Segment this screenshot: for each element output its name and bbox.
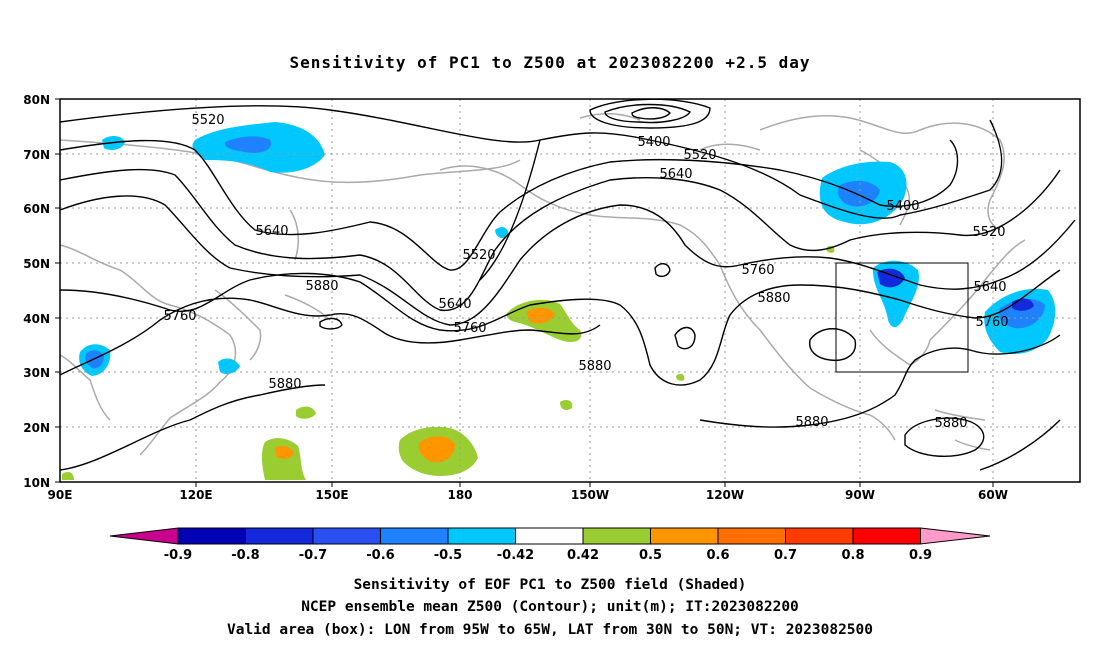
contour-label: 5760 — [975, 315, 1008, 330]
contour-label: 5520 — [972, 225, 1005, 240]
colorbar-label: -0.5 — [434, 548, 462, 563]
coastlines — [59, 113, 1026, 456]
contour-label: 5400 — [637, 135, 670, 150]
contour-label: 5640 — [438, 297, 471, 312]
colorbar-segment — [177, 527, 246, 545]
lat-label: 50N — [23, 257, 50, 271]
lat-label: 30N — [23, 366, 50, 380]
lat-label: 20N — [23, 421, 50, 435]
colorbar-label: -0.42 — [497, 548, 534, 563]
contour-label: 5760 — [163, 309, 196, 324]
colorbar-high-end — [920, 527, 991, 545]
colorbar-segment — [380, 527, 449, 545]
contour-label: 5640 — [973, 280, 1006, 295]
colorbar-label: 0.8 — [841, 548, 864, 563]
contour-label: 5880 — [268, 377, 301, 392]
colorbar-label: 0.42 — [567, 548, 599, 563]
contour-label: 5400 — [886, 199, 919, 214]
map-title: Sensitivity of PC1 to Z500 at 2023082200… — [289, 53, 810, 72]
contour-label: 5640 — [255, 224, 288, 239]
axis-ticks — [55, 98, 994, 487]
lat-label: 70N — [23, 148, 50, 162]
colorbar-segment — [582, 527, 651, 545]
valid-area-box — [835, 262, 969, 373]
colorbar-segment — [785, 527, 854, 545]
lat-label: 60N — [23, 202, 50, 216]
colorbar: -0.9 -0.8 -0.7 -0.6 -0.5 -0.42 0.42 0.5 … — [109, 527, 991, 563]
contour-label: 5520 — [462, 248, 495, 263]
colorbar-low-end — [109, 527, 179, 545]
colorbar-segment — [717, 527, 786, 545]
lat-label: 80N — [23, 93, 50, 107]
lon-label: 150E — [315, 488, 348, 502]
contour-label: 5640 — [659, 167, 692, 182]
colorbar-label: 0.9 — [909, 548, 932, 563]
positive-sensitivity — [62, 245, 835, 480]
contour-labels: 5520 5400 5520 5640 5400 5640 5520 5520 … — [163, 113, 1008, 431]
colorbar-label: -0.6 — [366, 548, 394, 563]
contour-label: 5880 — [305, 279, 338, 294]
lat-axis: 80N 70N 60N 50N 40N 30N 20N 10N — [23, 93, 50, 490]
colorbar-label: 0.7 — [774, 548, 797, 563]
lon-axis: 90E 120E 150E 180 150W 120W 90W 60W — [48, 488, 1008, 502]
colorbar-segment — [852, 527, 921, 545]
contour-label: 5520 — [191, 113, 224, 128]
z500-contours — [59, 98, 1076, 471]
gridlines — [60, 99, 1080, 482]
map-panel: 5520 5400 5520 5640 5400 5640 5520 5520 … — [23, 93, 1081, 502]
caption-line-1: Sensitivity of EOF PC1 to Z500 field (Sh… — [354, 577, 747, 593]
colorbar-labels: -0.9 -0.8 -0.7 -0.6 -0.5 -0.42 0.42 0.5 … — [164, 548, 932, 563]
caption-line-3: Valid area (box): LON from 95W to 65W, L… — [227, 622, 873, 638]
colorbar-label: 0.5 — [639, 548, 662, 563]
lon-label: 90E — [48, 488, 73, 502]
colorbar-segment — [245, 527, 314, 545]
map-frame — [59, 98, 1081, 483]
lon-label: 180 — [447, 488, 472, 502]
colorbar-segment — [312, 527, 381, 545]
colorbar-label: 0.6 — [706, 548, 729, 563]
colorbar-label: -0.7 — [299, 548, 327, 563]
lon-label: 150W — [571, 488, 609, 502]
lon-label: 120W — [706, 488, 744, 502]
contour-label: 5760 — [453, 321, 486, 336]
contour-label: 5880 — [795, 415, 828, 430]
contour-label: 5760 — [741, 263, 774, 278]
lon-label: 60W — [978, 488, 1008, 502]
colorbar-segment — [650, 527, 719, 545]
lon-label: 90W — [845, 488, 875, 502]
caption-line-2: NCEP ensemble mean Z500 (Contour); unit(… — [301, 599, 799, 615]
lat-label: 10N — [23, 476, 50, 490]
contour-label: 5520 — [683, 148, 716, 163]
colorbar-label: -0.8 — [231, 548, 259, 563]
colorbar-segment — [447, 527, 516, 545]
contour-label: 5880 — [934, 416, 967, 431]
lat-label: 40N — [23, 312, 50, 326]
contour-label: 5880 — [757, 291, 790, 306]
contour-label: 5880 — [578, 359, 611, 374]
lon-label: 120E — [179, 488, 212, 502]
colorbar-segment — [515, 527, 584, 545]
caption: Sensitivity of EOF PC1 to Z500 field (Sh… — [227, 577, 873, 638]
colorbar-label: -0.9 — [164, 548, 192, 563]
